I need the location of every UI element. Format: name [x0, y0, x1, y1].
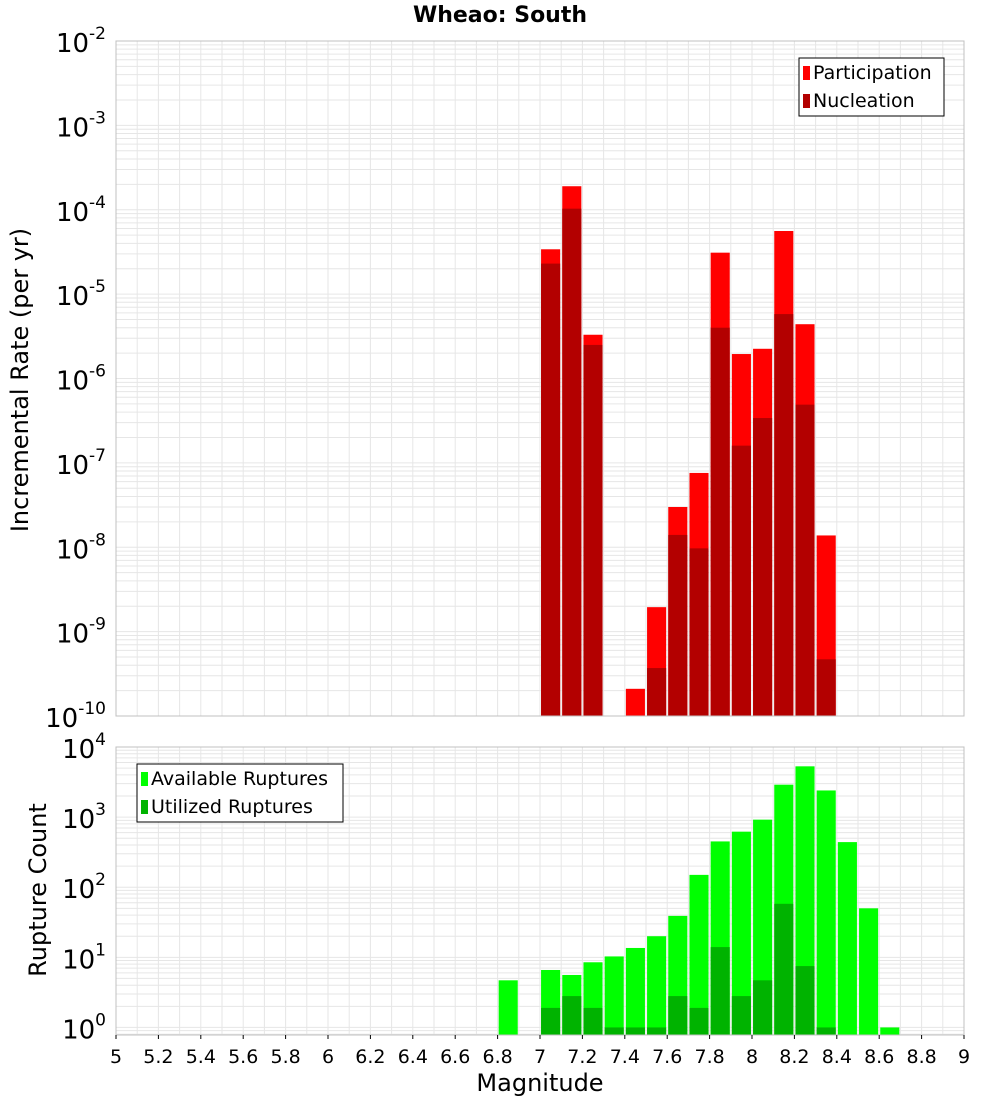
rate-series-1	[541, 208, 836, 716]
count-bar	[541, 1007, 561, 1035]
rate-legend-swatch	[803, 94, 810, 108]
count-bar	[816, 1027, 836, 1035]
count-y-tick-label: 100	[62, 1010, 106, 1045]
count-bar	[837, 842, 857, 1035]
count-series-1	[541, 903, 836, 1035]
count-bar	[880, 1027, 900, 1035]
count-bar	[647, 1027, 667, 1035]
count-bar	[604, 956, 624, 1035]
count-bar	[689, 1007, 709, 1035]
count-x-tick-label: 6	[322, 1046, 334, 1068]
count-y-tick-label: 101	[62, 940, 106, 975]
x-axis-label: Magnitude	[476, 1069, 603, 1097]
count-x-tick-label: 8	[746, 1046, 758, 1068]
rate-bar	[816, 659, 836, 716]
rate-bar	[625, 688, 645, 716]
count-x-tick-label: 6.2	[355, 1046, 385, 1068]
count-bar	[731, 831, 751, 1035]
rate-y-tick-label: 10-9	[56, 615, 106, 650]
top-y-axis-label: Incremental Rate (per yr)	[6, 228, 34, 532]
count-bar	[774, 903, 794, 1035]
rate-y-tick-label: 10-10	[45, 699, 106, 734]
count-y-tick-label: 103	[62, 800, 106, 835]
count-bar	[710, 947, 730, 1035]
count-x-tick-label: 6.4	[398, 1046, 428, 1068]
count-y-tick-label: 102	[62, 870, 106, 905]
count-x-tick-label: 9	[958, 1046, 970, 1068]
count-legend-swatch	[141, 772, 148, 786]
count-legend-label: Available Ruptures	[151, 768, 328, 790]
count-bar	[816, 790, 836, 1035]
count-bar	[753, 980, 773, 1035]
count-x-tick-label: 7	[534, 1046, 546, 1068]
count-legend: Available Ruptures Utilized Ruptures	[136, 763, 344, 823]
rate-bar	[562, 208, 582, 716]
rate-bar	[795, 404, 815, 716]
rate-legend-box	[798, 57, 945, 117]
rate-legend-label: Nucleation	[813, 90, 915, 112]
rate-y-tick-label: 10-2	[56, 24, 106, 59]
count-x-tick-label: 5.2	[143, 1046, 173, 1068]
count-legend-swatch	[141, 800, 148, 814]
rate-y-tick-label: 10-8	[56, 530, 106, 565]
count-x-tick-label: 6.6	[440, 1046, 470, 1068]
count-x-tick-label: 8.8	[906, 1046, 936, 1068]
rate-grid	[115, 40, 965, 717]
count-legend-box	[136, 763, 344, 823]
count-bar	[731, 996, 751, 1035]
rate-frame	[115, 40, 965, 717]
count-bar	[647, 936, 667, 1035]
count-legend-label: Utilized Ruptures	[151, 796, 313, 818]
count-x-tick-label: 5	[110, 1046, 122, 1068]
count-x-tick-label: 8.2	[779, 1046, 809, 1068]
count-x-tick-label: 8.6	[864, 1046, 894, 1068]
rate-panel: 10-2 10-3 10-4 10-5 10-6 10-7 10-8 10-9 10-10 Par…	[45, 24, 965, 734]
count-bar	[859, 908, 879, 1035]
rate-bar	[774, 314, 794, 716]
count-bar	[583, 1007, 603, 1035]
count-y-tick-label: 104	[62, 730, 106, 765]
rate-bar	[689, 548, 709, 716]
count-x-tick-label: 5.4	[186, 1046, 216, 1068]
bottom-y-axis-label: Rupture Count	[24, 803, 52, 977]
count-x-tick-label: 7.8	[694, 1046, 724, 1068]
count-bar	[795, 966, 815, 1035]
count-x-tick-label: 7.2	[567, 1046, 597, 1068]
rate-bar	[647, 668, 667, 716]
count-x-tick-label: 7.4	[610, 1046, 640, 1068]
count-bar	[689, 874, 709, 1035]
rate-bar	[731, 445, 751, 716]
count-bar	[625, 947, 645, 1035]
count-panel: 104 103 102 101 100 Available Ruptures Utilize…	[62, 730, 970, 1068]
rate-y-tick-label: 10-4	[56, 193, 106, 228]
count-x-tick-label: 6.8	[482, 1046, 512, 1068]
rate-legend-swatch	[803, 66, 810, 80]
rate-bar	[710, 327, 730, 716]
count-x-tick-label: 8.4	[822, 1046, 852, 1068]
count-bar	[604, 1027, 624, 1035]
rate-y-tick-label: 10-6	[56, 362, 106, 397]
count-bar	[498, 980, 518, 1035]
count-bar	[562, 996, 582, 1035]
rate-y-tick-label: 10-7	[56, 446, 106, 481]
rate-bar	[583, 344, 603, 716]
rate-y-tick-label: 10-5	[56, 277, 106, 312]
rate-bar	[668, 534, 688, 716]
rate-bar	[753, 418, 773, 716]
count-x-tick-label: 7.6	[652, 1046, 682, 1068]
rate-bar	[541, 263, 561, 716]
count-bar	[625, 1027, 645, 1035]
chart-title: Wheao: South	[413, 3, 587, 28]
count-x-tick-label: 5.8	[270, 1046, 300, 1068]
rate-legend-label: Participation	[813, 62, 932, 84]
rate-y-tick-label: 10-3	[56, 108, 106, 143]
count-bar	[668, 996, 688, 1035]
count-x-tick-label: 5.6	[228, 1046, 258, 1068]
rate-legend: Participation Nucleation	[798, 57, 945, 117]
